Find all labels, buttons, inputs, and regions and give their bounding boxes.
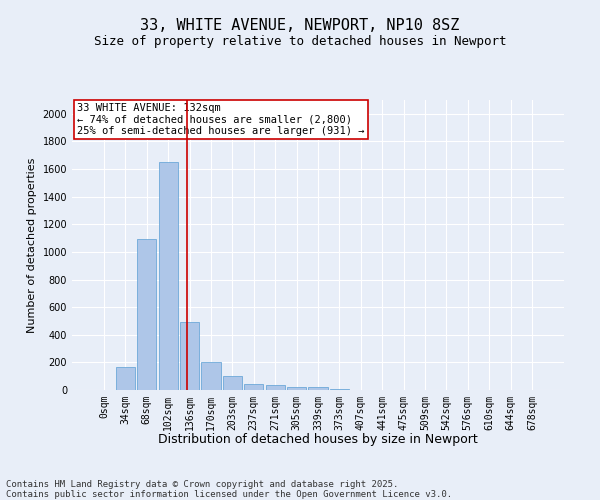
Bar: [287, 387, 306, 390]
Text: 33, WHITE AVENUE, NEWPORT, NP10 8SZ: 33, WHITE AVENUE, NEWPORT, NP10 8SZ: [140, 18, 460, 32]
Bar: [180, 322, 199, 390]
Bar: [308, 387, 328, 390]
Bar: [244, 384, 263, 390]
Bar: [202, 362, 221, 390]
Text: Size of property relative to detached houses in Newport: Size of property relative to detached ho…: [94, 35, 506, 48]
Bar: [158, 162, 178, 390]
Bar: [330, 388, 349, 390]
Bar: [137, 240, 157, 390]
Y-axis label: Number of detached properties: Number of detached properties: [27, 158, 37, 332]
Text: Contains HM Land Registry data © Crown copyright and database right 2025.
Contai: Contains HM Land Registry data © Crown c…: [6, 480, 452, 499]
Bar: [223, 376, 242, 390]
Text: 33 WHITE AVENUE: 132sqm
← 74% of detached houses are smaller (2,800)
25% of semi: 33 WHITE AVENUE: 132sqm ← 74% of detache…: [77, 103, 364, 136]
Bar: [116, 366, 135, 390]
Bar: [266, 385, 285, 390]
X-axis label: Distribution of detached houses by size in Newport: Distribution of detached houses by size …: [158, 433, 478, 446]
